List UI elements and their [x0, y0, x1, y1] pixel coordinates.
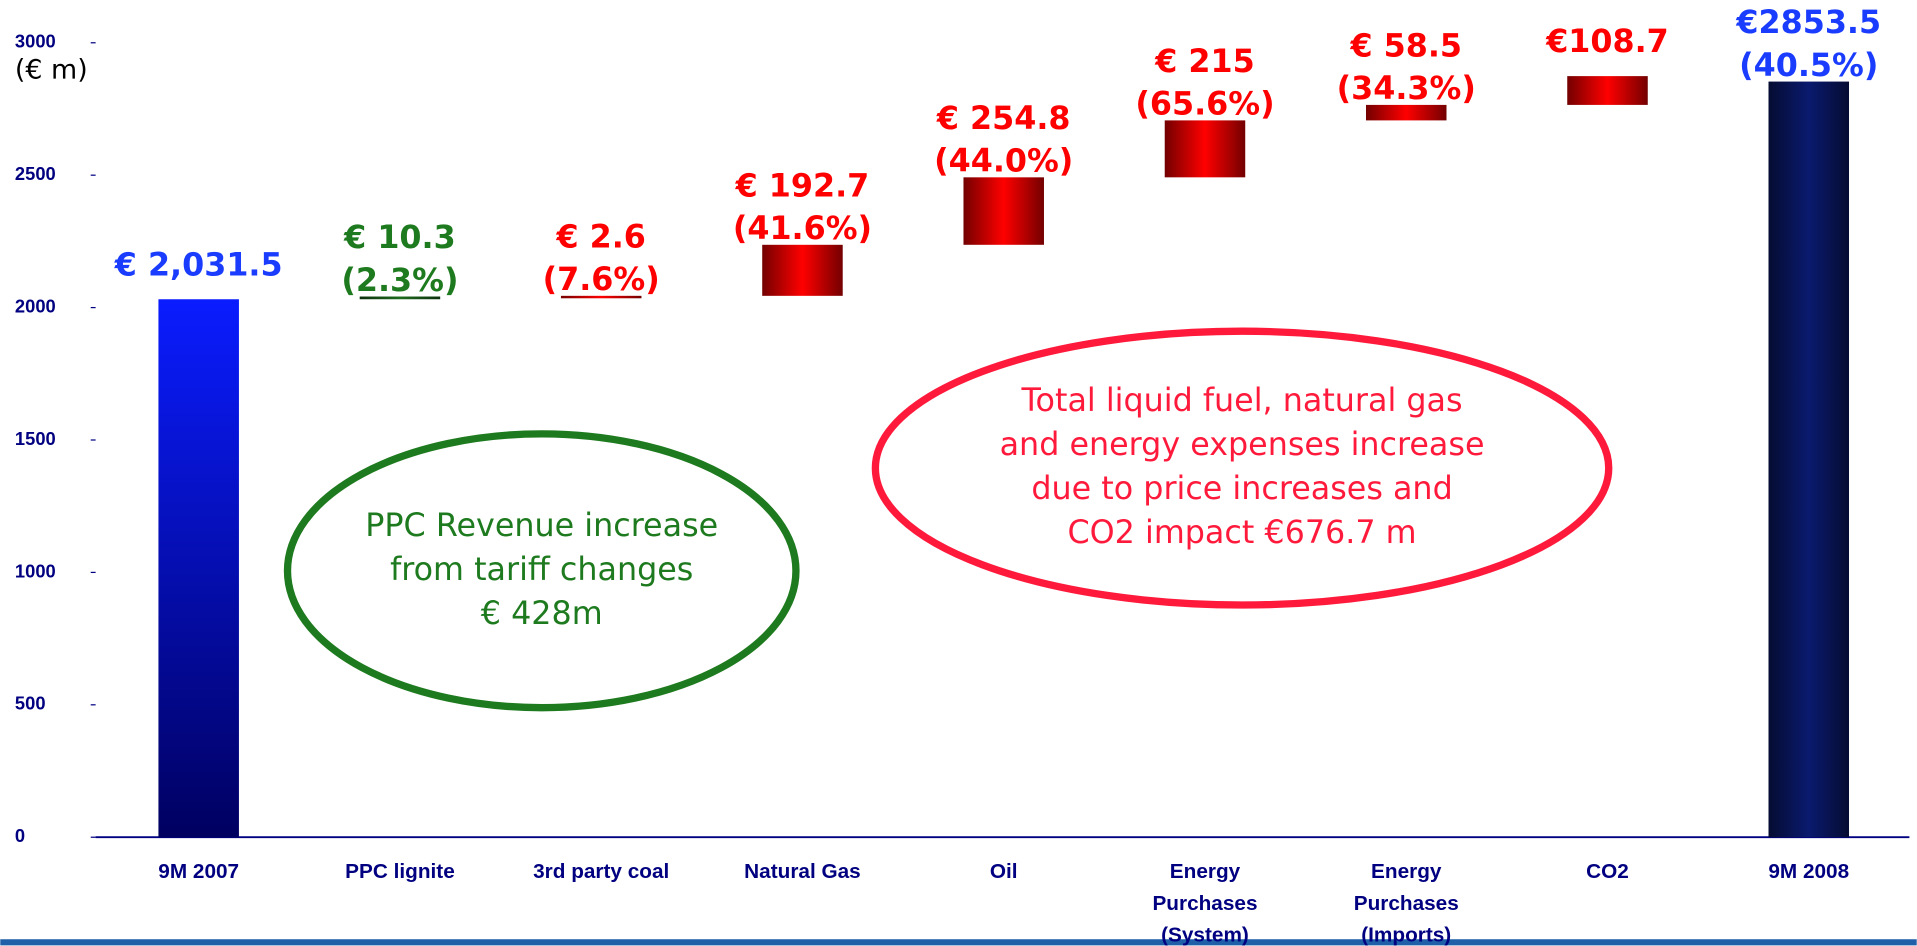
value-label: € 2,031.5 [114, 247, 283, 283]
value-label: € 215 [1154, 44, 1254, 80]
pct-label: (2.3%) [341, 263, 458, 299]
bar [1768, 81, 1850, 838]
y-tick-label: 1000 [15, 560, 56, 581]
annotation-ellipse [871, 327, 1613, 609]
pct-label: (41.6%) [733, 211, 872, 247]
pct-label: (7.6%) [543, 262, 660, 298]
value-label: € 2.6 [555, 219, 645, 255]
annotation-text: CO2 impact €676.7 m [1068, 515, 1417, 551]
pct-label: (65.6%) [1135, 87, 1274, 123]
x-tick-label: (System) [1161, 924, 1249, 946]
bar [158, 299, 239, 838]
value-label: €2853.5 [1735, 5, 1881, 41]
value-label: € 192.7 [735, 168, 870, 204]
value-label: € 58.5 [1349, 28, 1462, 64]
x-tick-label: 3rd party coal [533, 860, 669, 883]
x-tick-label: 9M 2008 [1768, 860, 1849, 883]
x-tick-label: PPC lignite [345, 860, 455, 883]
value-label: € 10.3 [343, 220, 456, 256]
y-tick-label: 3000 [15, 31, 56, 52]
pct-label: (40.5%) [1739, 48, 1878, 84]
bar [359, 296, 441, 300]
x-tick-label: (Imports) [1361, 924, 1451, 946]
annotation-text: Total liquid fuel, natural gas [1021, 383, 1463, 419]
x-tick-label: Purchases [1152, 892, 1257, 915]
x-tick-label: Natural Gas [744, 860, 861, 883]
pct-label: (34.3%) [1337, 71, 1476, 107]
annotation-text: due to price increases and [1031, 471, 1452, 507]
x-tick-label: Oil [990, 860, 1018, 883]
x-tick-label: Purchases [1354, 892, 1459, 915]
x-tick-label: Energy [1170, 860, 1241, 883]
bar [963, 177, 1044, 245]
y-tick-label: 2500 [15, 163, 56, 184]
x-tick-label: Energy [1371, 860, 1442, 883]
y-tick-label: 1500 [15, 428, 56, 449]
value-label: € 254.8 [936, 101, 1071, 137]
x-tick-label: 9M 2007 [158, 860, 239, 883]
y-tick-label: 0 [15, 825, 25, 846]
y-tick-label: 500 [15, 693, 46, 714]
annotation-text: PPC Revenue increase [365, 508, 718, 544]
y-axis-label: (€ m) [15, 54, 88, 85]
annotation-text: and energy expenses increase [1000, 427, 1485, 463]
bar [560, 295, 642, 299]
y-tick-label: 2000 [15, 295, 56, 316]
annotation-ellipse [283, 430, 800, 712]
bar [1164, 120, 1246, 178]
pct-label: (44.0%) [934, 144, 1073, 180]
annotation-text: € 428m [481, 596, 603, 632]
bar [1567, 76, 1648, 105]
x-tick-label: CO2 [1586, 860, 1629, 883]
annotation-text: from tariff changes [390, 552, 693, 588]
bar [762, 244, 843, 296]
bar [1365, 104, 1447, 121]
value-label: €108.7 [1545, 24, 1669, 60]
